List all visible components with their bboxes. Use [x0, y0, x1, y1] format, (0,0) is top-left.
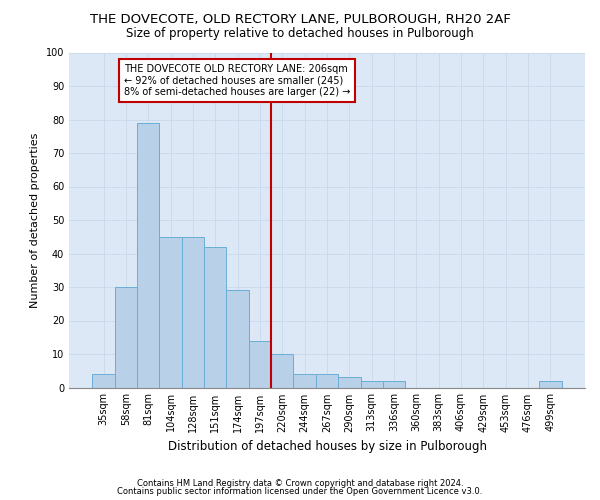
Bar [249, 340, 271, 388]
Y-axis label: Number of detached properties: Number of detached properties [30, 132, 40, 308]
Bar [92, 374, 115, 388]
Bar [160, 237, 182, 388]
X-axis label: Distribution of detached houses by size in Pulborough: Distribution of detached houses by size … [167, 440, 487, 453]
Bar [539, 381, 562, 388]
Bar [271, 354, 293, 388]
Bar [182, 237, 204, 388]
Text: THE DOVECOTE, OLD RECTORY LANE, PULBOROUGH, RH20 2AF: THE DOVECOTE, OLD RECTORY LANE, PULBOROU… [89, 12, 511, 26]
Text: Size of property relative to detached houses in Pulborough: Size of property relative to detached ho… [126, 28, 474, 40]
Text: THE DOVECOTE OLD RECTORY LANE: 206sqm
← 92% of detached houses are smaller (245): THE DOVECOTE OLD RECTORY LANE: 206sqm ← … [124, 64, 350, 98]
Bar [293, 374, 316, 388]
Bar [204, 247, 226, 388]
Bar [338, 378, 361, 388]
Text: Contains HM Land Registry data © Crown copyright and database right 2024.: Contains HM Land Registry data © Crown c… [137, 478, 463, 488]
Bar [361, 381, 383, 388]
Bar [316, 374, 338, 388]
Bar [383, 381, 405, 388]
Bar [226, 290, 249, 388]
Bar [137, 123, 160, 388]
Text: Contains public sector information licensed under the Open Government Licence v3: Contains public sector information licen… [118, 487, 482, 496]
Bar [115, 287, 137, 388]
